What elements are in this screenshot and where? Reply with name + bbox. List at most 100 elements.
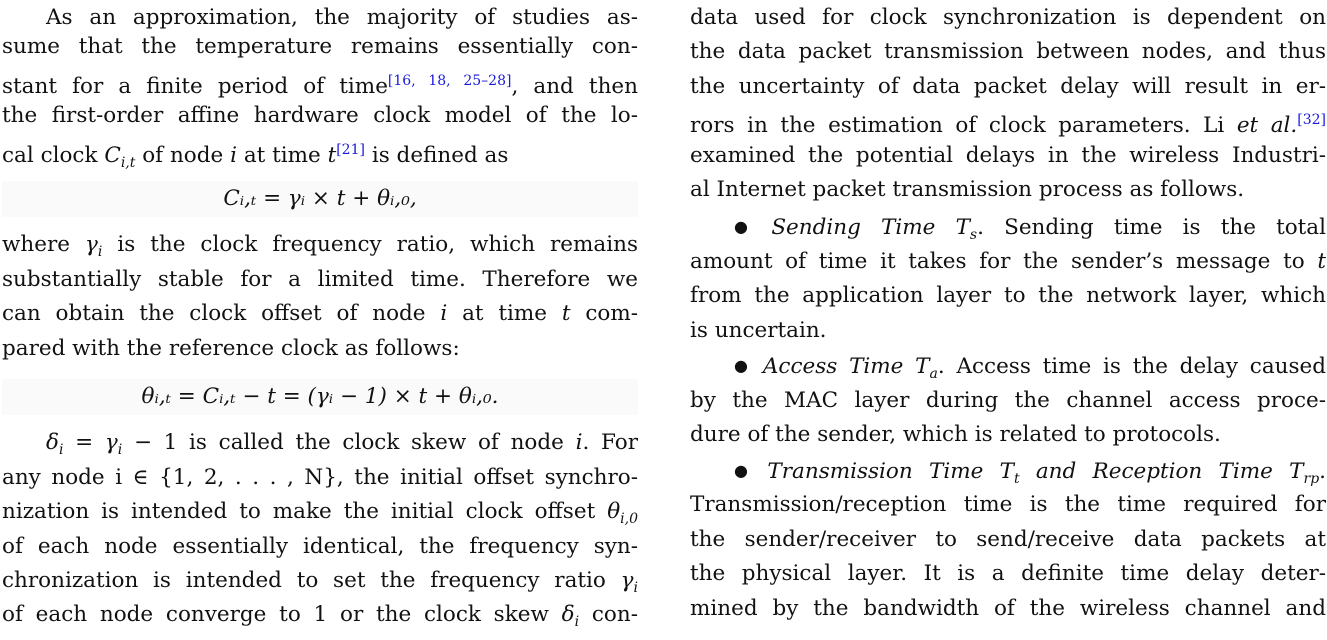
text-line: substantially stable for a limited time.… — [2, 262, 638, 297]
text-line: examined the potential delays in the wir… — [690, 138, 1326, 173]
text-span: is uncertain. — [690, 318, 827, 343]
text-span: stant for a finite period of time — [2, 74, 388, 99]
text-span: at time — [462, 301, 548, 326]
text-line: the uncertainty of data packet delay wil… — [690, 69, 1326, 104]
citation-link[interactable]: [21] — [336, 142, 365, 158]
math-sub: i — [117, 442, 123, 458]
text-span: any node i ∈ {1, 2, . . . , N}, the init… — [2, 465, 638, 490]
text-span: . For — [582, 430, 638, 455]
text-line: can obtain the clock offset of node i at… — [2, 296, 638, 331]
text-span: substantially stable for a limited time.… — [2, 267, 638, 292]
text-span: the physical layer. It is a definite tim… — [690, 561, 1326, 586]
citation-link[interactable]: [32] — [1297, 112, 1327, 128]
bullet-icon: ● — [734, 461, 758, 480]
text-line: cal clock Ci,t of node i at time t[21] i… — [2, 133, 638, 171]
text-line: of each node essentially identical, the … — [2, 529, 638, 564]
text-line: from the application layer to the networ… — [690, 278, 1326, 313]
math-sub: rp — [1303, 471, 1320, 487]
text-span: the data packet transmission between nod… — [690, 39, 1326, 64]
math-var: i — [575, 430, 583, 455]
text-line: stant for a finite period of time[16, 18… — [2, 64, 638, 99]
math-sub: i — [58, 442, 64, 458]
text-span: the uncertainty of data packet delay wil… — [690, 74, 1326, 99]
text-span: of each node converge to 1 or the clock … — [2, 602, 549, 627]
text-line: pared with the reference clock as follow… — [2, 331, 638, 366]
text-span: the sender/receiver to send/receive data… — [690, 527, 1326, 552]
text-span: at time — [243, 143, 321, 168]
text-span: from the application layer to the networ… — [690, 283, 1326, 308]
text-line: the data packet transmission between nod… — [690, 34, 1326, 69]
equation-text: θᵢ,ₜ = Cᵢ,ₜ − t = (γᵢ − 1) × t + θᵢ,₀. — [141, 384, 499, 409]
text-span: rors in the estimation of clock paramete… — [690, 113, 1225, 138]
bullet-title: Sending Time — [771, 215, 936, 240]
equation-clock-offset: θᵢ,ₜ = Cᵢ,ₜ − t = (γᵢ − 1) × t + θᵢ,₀. — [2, 379, 638, 415]
text-line: sume that the temperature remains essent… — [2, 29, 638, 64]
math-var: t — [561, 301, 571, 326]
text-line: al Internet packet transmission process … — [690, 172, 1326, 207]
text-span: pared with the reference clock as follow… — [2, 336, 460, 361]
math-sub: i — [574, 614, 580, 630]
math-var: i — [440, 301, 448, 326]
text-span: Transmission/reception time is the time … — [690, 492, 1326, 517]
math-var: t — [1317, 249, 1326, 274]
text-span: , and then — [511, 74, 638, 99]
text-line: As an approximation, the majority of stu… — [2, 0, 638, 35]
text-line: dure of the sender, which is related to … — [690, 417, 1326, 452]
math-var: γ — [620, 568, 634, 593]
text-span: of node — [142, 143, 224, 168]
text-span: mined by the bandwidth of the wireless c… — [690, 596, 1326, 621]
math-var: θ — [607, 499, 621, 524]
text-line: the first-order affine hardware clock mo… — [2, 98, 638, 133]
math-sub: a — [929, 366, 938, 382]
text-span: con- — [591, 602, 638, 627]
text-span: al Internet packet transmission process … — [690, 177, 1245, 202]
text-span: sume that the temperature remains essent… — [2, 34, 638, 59]
text-line: data used for clock synchronization is d… — [690, 0, 1326, 35]
text-line: is uncertain. — [690, 313, 1326, 348]
text-line: nization is intended to make the initial… — [2, 494, 638, 529]
text-span: the first-order affine hardware clock mo… — [2, 103, 638, 128]
bullet-title: and Reception Time — [1035, 459, 1273, 484]
text-span: com- — [585, 301, 638, 326]
math-var: T — [999, 459, 1014, 484]
text-line: of each node converge to 1 or the clock … — [2, 597, 638, 632]
text-span: where — [2, 232, 70, 257]
bullet-icon: ● — [734, 356, 753, 375]
text-line: any node i ∈ {1, 2, . . . , N}, the init… — [2, 460, 638, 495]
math-var: i — [230, 143, 237, 168]
text-span: chronization is intended to set the freq… — [2, 568, 606, 593]
text-span: − 1 is called the clock skew of node — [133, 430, 564, 455]
math-sub: t — [1013, 471, 1020, 487]
text-span: data used for clock synchronization is d… — [690, 5, 1326, 30]
citation-link[interactable]: [16, 18, 25–28] — [387, 73, 512, 89]
text-line: Transmission/reception time is the time … — [690, 487, 1326, 522]
text-span: . — [1319, 459, 1326, 484]
text-span: nization is intended to make the initial… — [2, 499, 596, 524]
text-span: As an approximation, the majority of stu… — [46, 5, 638, 30]
math-var: δ — [561, 602, 575, 627]
math-sub: i,t — [120, 155, 136, 171]
math-sub: i — [97, 244, 103, 260]
text-span: dure of the sender, which is related to … — [690, 422, 1221, 447]
math-var: t — [327, 143, 337, 168]
text-span: is defined as — [371, 143, 509, 168]
text-span: . Access time is the delay caused — [937, 354, 1326, 379]
text-line: chronization is intended to set the freq… — [2, 563, 638, 598]
math-sub: i,0 — [620, 511, 638, 527]
text-line: δi = γi − 1 is called the clock skew of … — [2, 425, 638, 460]
text-line: the physical layer. It is a definite tim… — [690, 556, 1326, 591]
text-line: amount of time it takes for the sender’s… — [690, 244, 1326, 279]
text-line: the sender/receiver to send/receive data… — [690, 522, 1326, 557]
text-span: examined the potential delays in the wir… — [690, 143, 1326, 168]
math-var: C — [104, 143, 121, 168]
math-var: T — [915, 354, 930, 379]
text-span: cal clock — [2, 143, 98, 168]
text-span: amount of time it takes for the sender’s… — [690, 249, 1305, 274]
text-span: is the clock frequency ratio, which rema… — [117, 232, 638, 257]
bullet-item-sending-time: ● Sending Time Ts. Sending time is the to… — [690, 209, 1326, 244]
equation-clock-model: Cᵢ,ₜ = γᵢ × t + θᵢ,₀, — [2, 181, 638, 217]
text-line: rors in the estimation of clock paramete… — [690, 103, 1326, 138]
text-span: of each node essentially identical, the … — [2, 534, 638, 559]
text-line: mined by the bandwidth of the wireless c… — [690, 591, 1326, 626]
